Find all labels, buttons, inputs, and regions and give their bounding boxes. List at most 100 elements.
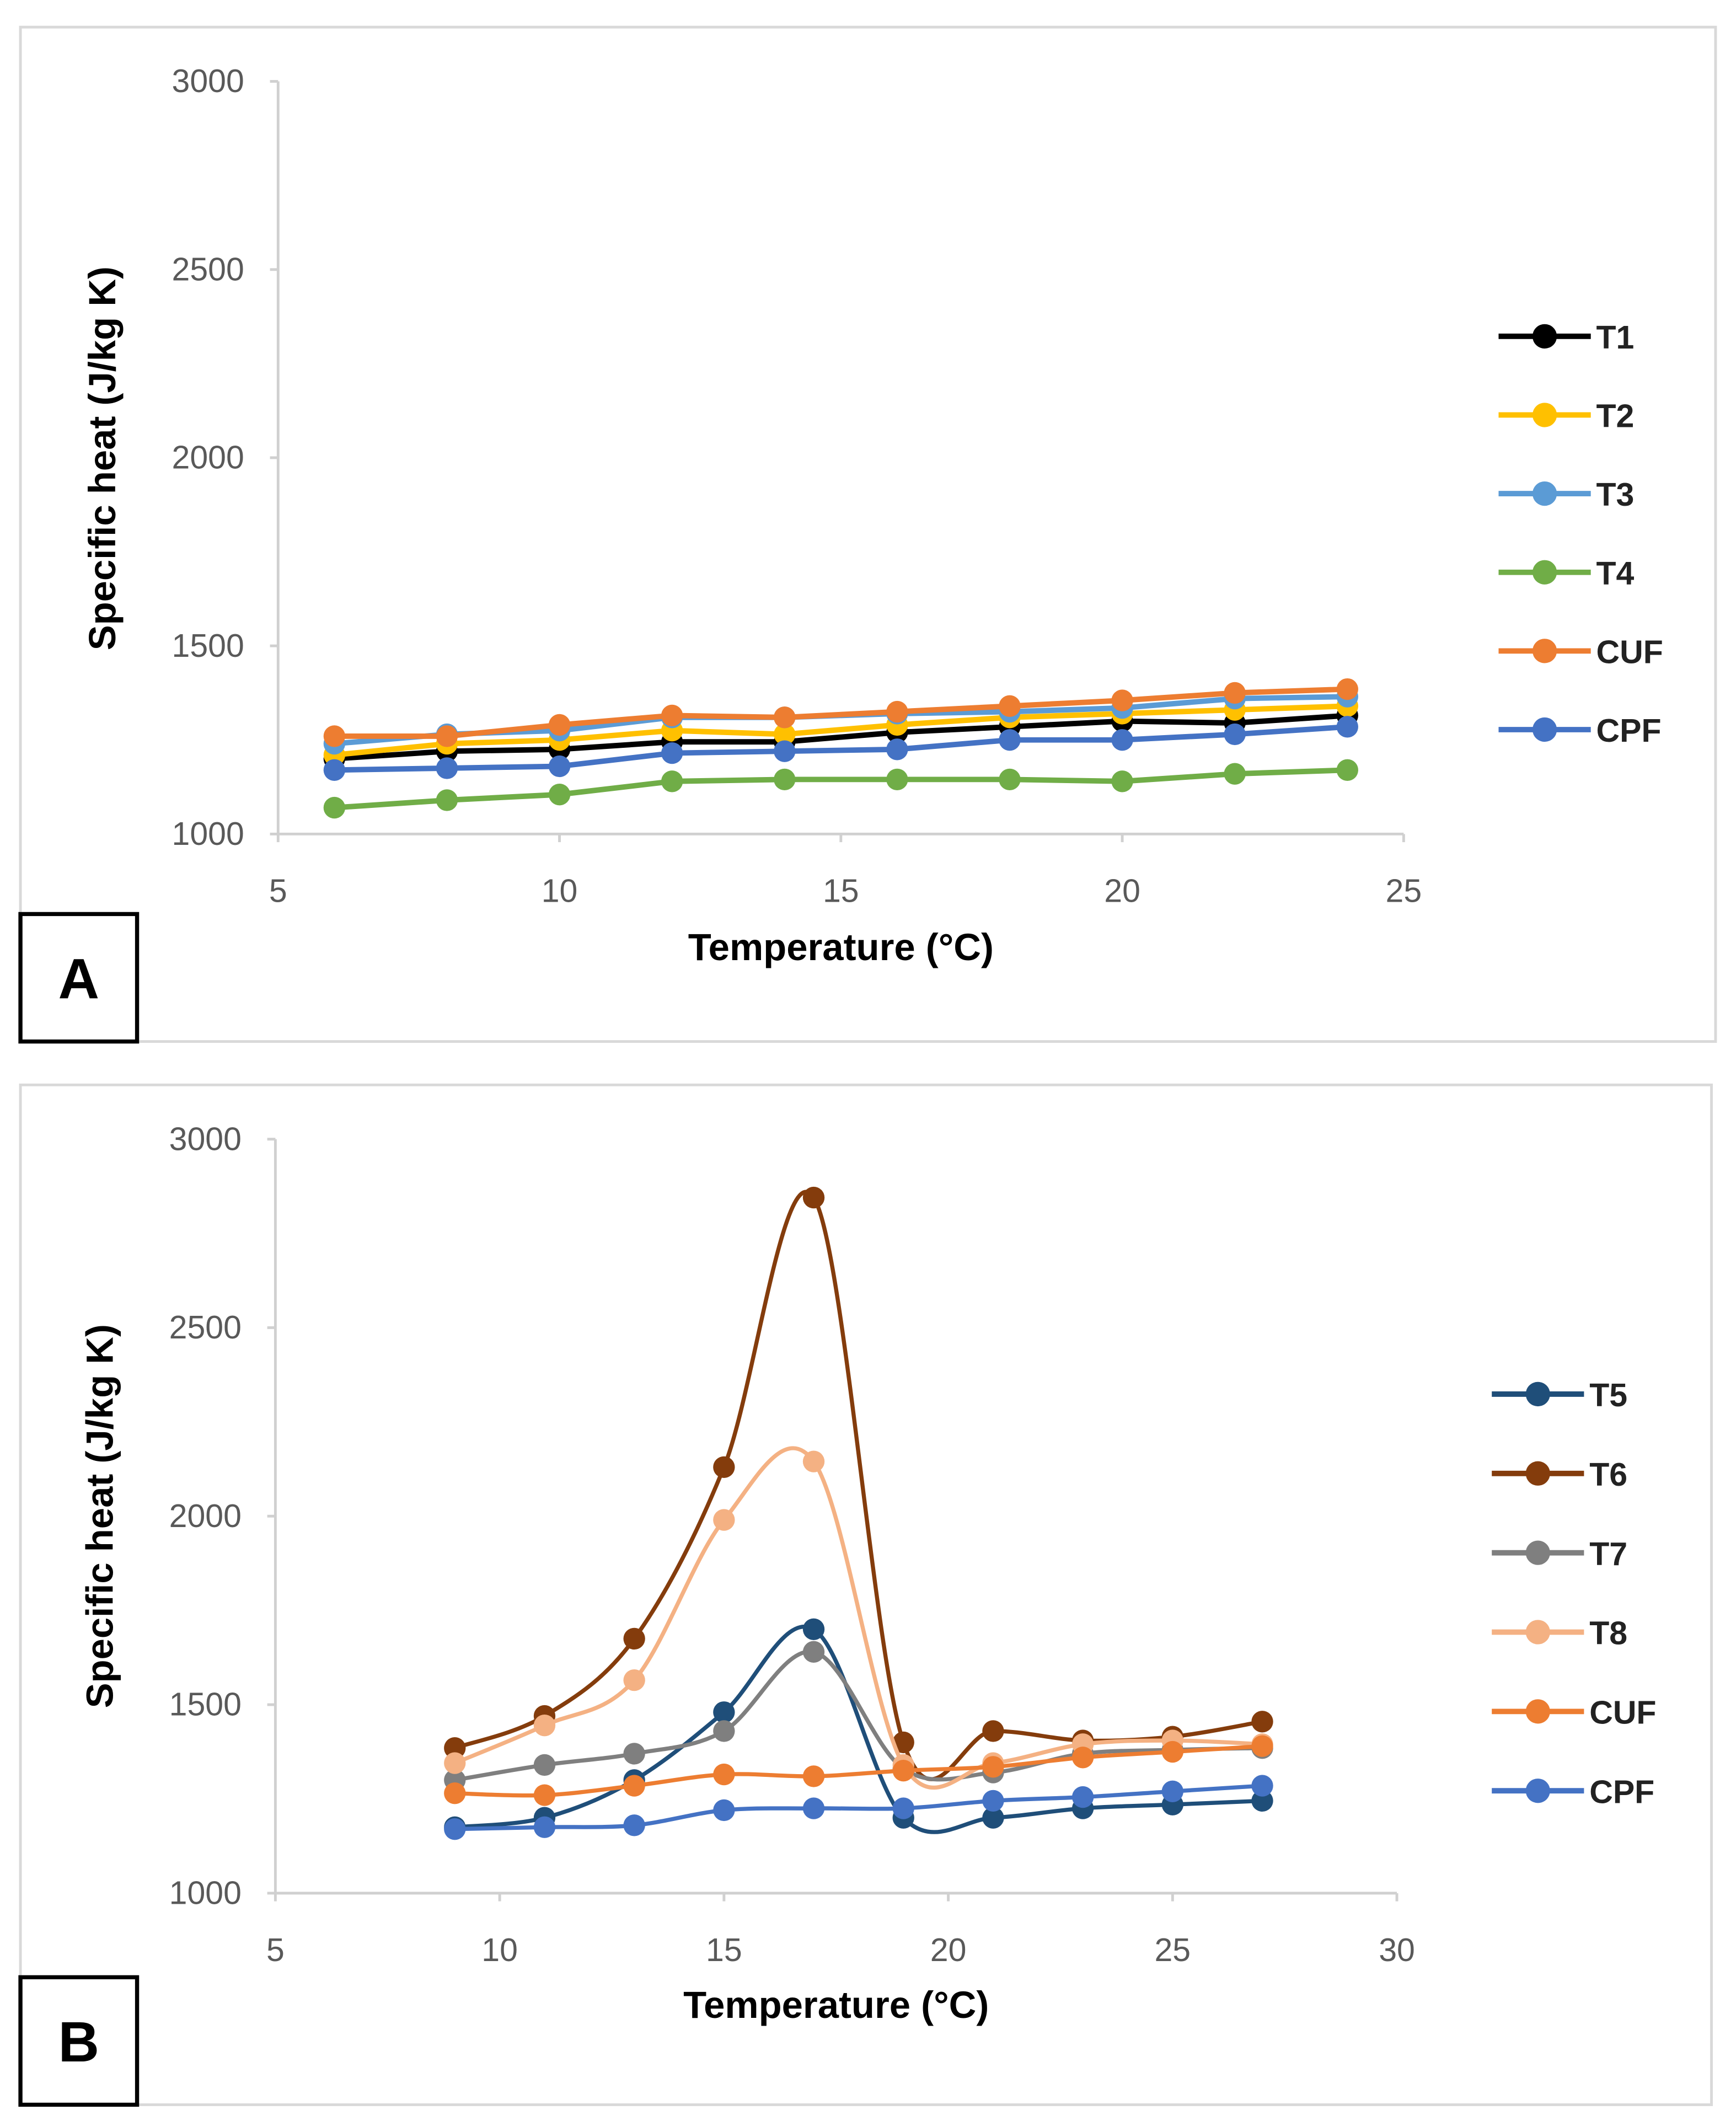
legend-item-t8: T8 <box>1492 1615 1627 1652</box>
y-tick-label: 2000 <box>172 440 244 476</box>
legend-marker <box>1525 1540 1550 1565</box>
x-axis-title: Temperature (°C) <box>688 926 994 968</box>
data-point <box>802 1797 825 1819</box>
data-point <box>892 1797 914 1819</box>
x-tick-label: 20 <box>930 1932 967 1968</box>
chart-panel-b: 1000 1500 2000 2500 3000 5 10 15 20 25 30 Temperatu… <box>18 1083 1713 2107</box>
data-point <box>713 1701 735 1723</box>
data-point <box>548 714 571 736</box>
data-point <box>1336 678 1358 700</box>
legend-label: T3 <box>1596 476 1635 513</box>
data-point <box>982 1790 1004 1812</box>
data-point <box>623 1669 645 1691</box>
data-point <box>1251 1790 1273 1812</box>
legend-label: CUF <box>1596 634 1663 670</box>
legend-marker <box>1532 639 1557 663</box>
legend-label: T8 <box>1589 1615 1627 1652</box>
data-point <box>623 1743 645 1765</box>
y-tick-label: 2500 <box>172 251 244 287</box>
data-point <box>1251 1735 1273 1757</box>
data-point <box>1111 729 1133 751</box>
data-point <box>444 1737 466 1759</box>
x-tick-label: 30 <box>1379 1932 1415 1968</box>
data-point <box>999 729 1021 751</box>
series-line <box>334 703 1348 758</box>
panel-label-box <box>18 912 140 1044</box>
y-tick-label: 3000 <box>169 1121 242 1157</box>
data-point <box>444 1782 466 1804</box>
x-tick-label: 10 <box>481 1932 518 1968</box>
data-point <box>1251 1711 1273 1733</box>
data-point <box>661 704 683 727</box>
series-line <box>334 713 1348 762</box>
legend-marker <box>1532 560 1557 585</box>
legend-marker <box>1532 403 1557 427</box>
legend-marker <box>1532 324 1557 349</box>
data-point <box>1336 759 1358 781</box>
legend-item-t7: T7 <box>1492 1536 1627 1572</box>
series-cpf <box>444 1775 1273 1840</box>
data-point <box>713 1509 735 1531</box>
data-point <box>713 1799 735 1822</box>
data-point <box>802 1186 825 1209</box>
data-point <box>533 1816 556 1838</box>
legend-marker <box>1525 1381 1550 1407</box>
y-tick-label: 1000 <box>169 1875 242 1911</box>
data-point <box>713 1720 735 1742</box>
series-cuf <box>323 678 1358 747</box>
data-point <box>713 1456 735 1479</box>
legend-marker <box>1532 717 1557 742</box>
y-axis-title: Specific heat (J/kg K) <box>78 1324 121 1708</box>
legend-label: T2 <box>1596 398 1635 435</box>
legend-item-t3: T3 <box>1498 476 1634 513</box>
series-cuf <box>444 1735 1273 1806</box>
panel-label-box <box>18 1975 140 2107</box>
legend-item-cpf: CPF <box>1492 1774 1654 1810</box>
x-tick-label: 15 <box>823 872 859 909</box>
legend-label: T5 <box>1589 1377 1627 1413</box>
data-point <box>623 1814 645 1836</box>
legend-marker <box>1525 1699 1550 1724</box>
data-point <box>774 723 796 746</box>
legend-item-cuf: CUF <box>1498 634 1663 670</box>
legend-label: T4 <box>1596 555 1635 592</box>
data-point <box>661 742 683 764</box>
series-line <box>334 686 1348 739</box>
data-point <box>892 1760 914 1782</box>
data-point <box>436 725 458 747</box>
data-point <box>623 1627 645 1650</box>
legend-item-t4: T4 <box>1498 555 1635 592</box>
legend-item-t5: T5 <box>1492 1377 1627 1413</box>
series-line <box>454 1783 1263 1831</box>
x-tick-label: 5 <box>269 872 287 909</box>
data-point <box>886 768 908 791</box>
y-tick-label: 3000 <box>172 63 244 99</box>
y-axis-title: Specific heat (J/kg K) <box>81 266 124 650</box>
legend-item-cuf: CUF <box>1492 1694 1656 1731</box>
data-point <box>1224 723 1246 746</box>
series-line <box>454 1649 1263 1782</box>
data-point <box>548 784 571 806</box>
data-point <box>802 1765 825 1787</box>
x-tick-label: 5 <box>266 1932 285 1968</box>
x-axis-title: Temperature (°C) <box>683 1984 989 2026</box>
data-point <box>533 1784 556 1806</box>
data-point <box>1161 1740 1183 1763</box>
data-point <box>982 1756 1004 1778</box>
legend-item-cpf: CPF <box>1498 713 1662 749</box>
panel-label: B <box>58 2010 100 2074</box>
legend-label: CPF <box>1596 713 1662 749</box>
data-point <box>444 1752 466 1774</box>
legend-marker <box>1532 481 1557 506</box>
panel-border <box>19 1083 1713 2106</box>
data-point <box>1336 716 1358 738</box>
data-point <box>982 1807 1004 1829</box>
x-tick-label: 10 <box>542 872 578 909</box>
x-tick-label: 25 <box>1386 872 1422 909</box>
data-point <box>444 1818 466 1840</box>
data-point <box>999 768 1021 791</box>
series-cpf <box>323 716 1358 781</box>
series-line <box>454 1744 1263 1798</box>
data-point <box>623 1775 645 1797</box>
